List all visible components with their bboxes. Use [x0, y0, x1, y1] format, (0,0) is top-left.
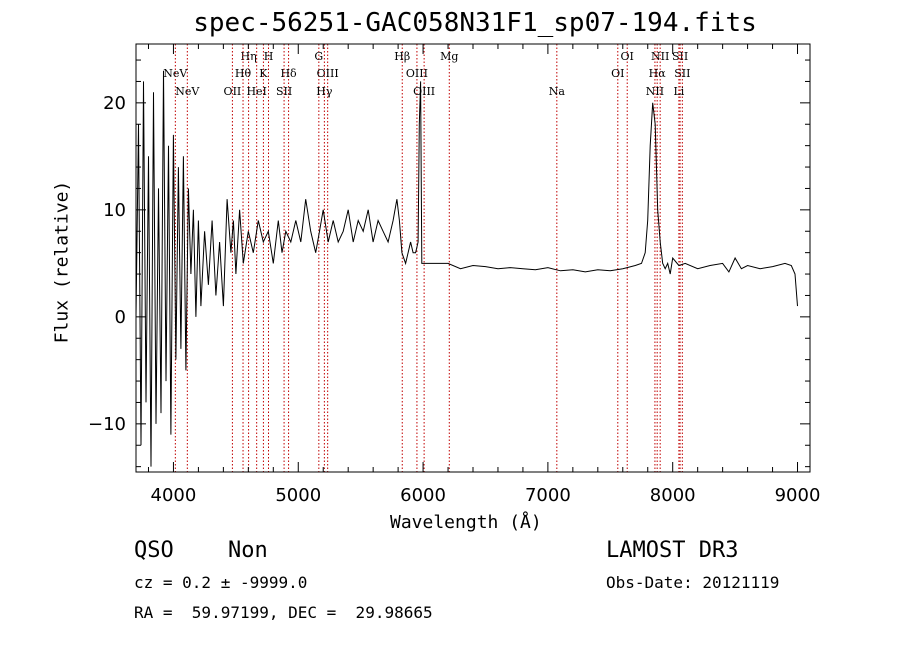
line-label-1: NeV — [163, 67, 188, 80]
line-label-12: Hγ — [316, 85, 333, 98]
line-label-25: Li — [673, 85, 684, 98]
line-label-8: Hδ — [280, 67, 297, 80]
line-label-17: Na — [549, 85, 566, 98]
object-subclass: Non — [228, 538, 268, 563]
line-label-23: SII — [672, 50, 688, 63]
line-label-9: SII — [276, 85, 292, 98]
x-tick-label-4: 8000 — [650, 485, 696, 506]
line-label-14: Mg — [440, 50, 458, 63]
redshift-readout: cz = 0.2 ± -9999.0 — [134, 573, 308, 592]
chart-title: spec-56251-GAC058N31F1_sp07-194.fits — [193, 8, 757, 38]
line-label-19: OI — [611, 67, 624, 80]
line-label-21: Hα — [649, 67, 667, 80]
line-label-0: NeV — [175, 85, 200, 98]
line-label-3: Hη — [240, 50, 256, 63]
line-label-11: OIII — [317, 67, 339, 80]
line-label-20: NII — [651, 50, 669, 63]
y-tick-label-1: 0 — [115, 307, 126, 328]
x-tick-label-3: 7000 — [525, 485, 571, 506]
y-tick-label-3: 20 — [103, 93, 126, 114]
line-label-15: OIII — [406, 67, 428, 80]
line-label-10: G — [314, 50, 323, 63]
line-label-4: H — [264, 50, 274, 63]
y-tick-label-0: −10 — [88, 414, 126, 435]
obs-date: Obs-Date: 20121119 — [606, 573, 780, 592]
x-tick-label-1: 5000 — [275, 485, 321, 506]
line-label-7: HeI — [246, 85, 266, 98]
line-label-6: K — [259, 67, 268, 80]
survey-label: LAMOST DR3 — [606, 538, 739, 563]
line-label-22: NII — [646, 85, 664, 98]
x-tick-label-5: 9000 — [775, 485, 821, 506]
spectrum-line — [135, 70, 798, 467]
line-label-16: OIII — [413, 85, 435, 98]
line-label-24: SII — [674, 67, 690, 80]
line-label-13: Hβ — [394, 50, 410, 63]
ra-dec-readout: RA = 59.97199, DEC = 29.98665 — [134, 603, 433, 622]
x-tick-label-2: 6000 — [400, 485, 446, 506]
line-label-18: OI — [621, 50, 634, 63]
line-label-2: OII — [224, 85, 242, 98]
y-tick-label-2: 10 — [103, 200, 126, 221]
x-tick-label-0: 4000 — [151, 485, 197, 506]
object-class: QSO — [134, 538, 174, 563]
x-axis-label: Wavelength (Å) — [390, 512, 542, 533]
y-axis-label: Flux (relative) — [51, 180, 73, 344]
line-label-5: Hθ — [235, 67, 252, 80]
